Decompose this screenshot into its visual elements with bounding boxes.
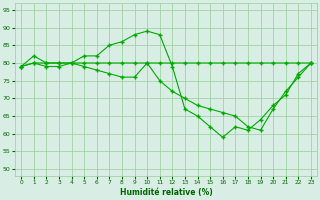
X-axis label: Humidité relative (%): Humidité relative (%) — [120, 188, 212, 197]
